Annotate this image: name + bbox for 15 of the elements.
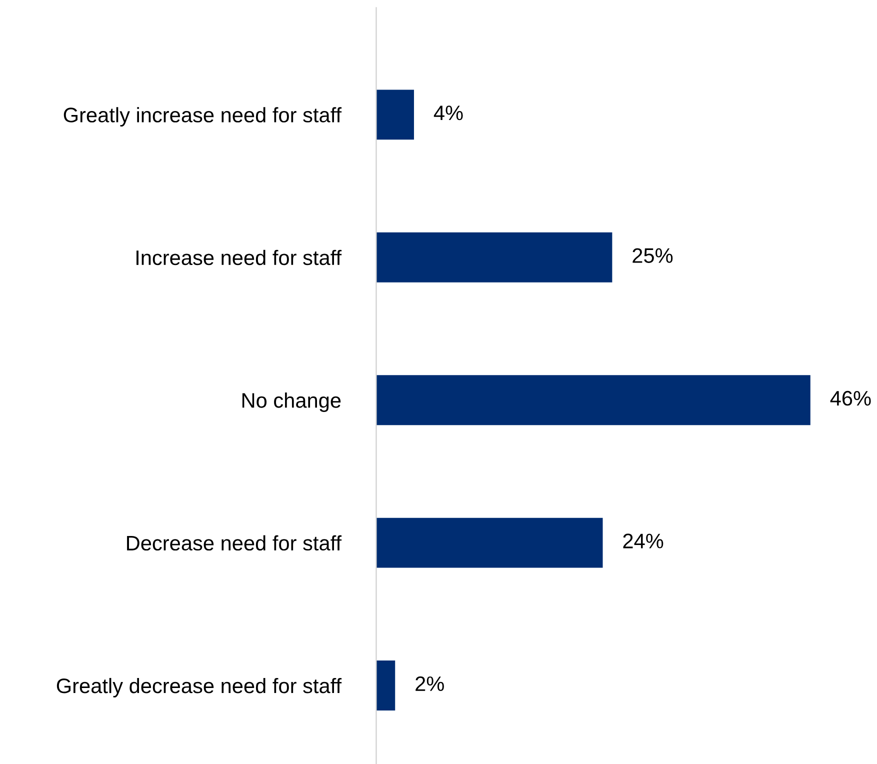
y-tick-label: Greatly decrease need for staff	[56, 678, 342, 698]
bar	[376, 660, 396, 710]
data-label: 25%	[632, 248, 673, 263]
y-tick-label: Greatly increase need for staff	[64, 107, 342, 127]
data-label: 2%	[416, 676, 444, 692]
data-label: 46%	[830, 390, 871, 406]
y-tick-label: Increase need for staff	[136, 250, 342, 266]
data-label: 24%	[623, 534, 664, 548]
bar	[376, 375, 810, 426]
y-tick-label: Decrease need for staff	[127, 535, 342, 551]
y-tick-label: No change	[242, 392, 341, 412]
bar	[376, 232, 612, 282]
data-label: 4%	[434, 106, 463, 120]
bar	[376, 518, 603, 568]
bar	[376, 90, 414, 140]
